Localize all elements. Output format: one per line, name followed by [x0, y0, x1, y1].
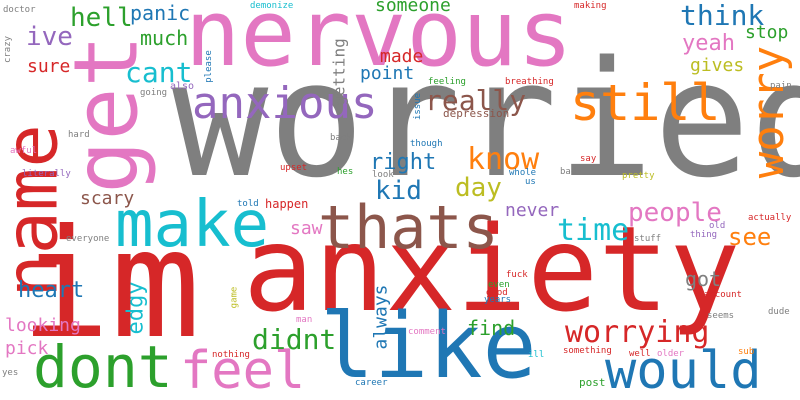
cloud-word: good	[486, 288, 508, 298]
cloud-word: making	[574, 1, 607, 11]
cloud-word: please	[203, 50, 214, 83]
cloud-word: hes	[337, 167, 354, 177]
cloud-word: im	[20, 198, 201, 372]
cloud-word: right	[370, 150, 437, 175]
cloud-word: time	[557, 213, 630, 248]
cloud-word: sub	[738, 347, 755, 357]
cloud-word: feel	[180, 341, 306, 400]
cloud-word: fuck	[506, 270, 528, 280]
cloud-word: hard	[68, 130, 90, 140]
cloud-word: literally	[22, 169, 71, 179]
cloud-word: told	[237, 199, 259, 209]
cloud-word: man	[296, 315, 313, 325]
cloud-word: career	[355, 378, 388, 388]
cloud-word: stuff	[634, 234, 662, 244]
cloud-word: account	[704, 290, 742, 300]
cloud-word: heart	[18, 278, 85, 303]
cloud-word: hell	[70, 3, 133, 33]
cloud-word: people	[628, 198, 722, 228]
cloud-word: post	[579, 376, 606, 389]
cloud-word: though	[410, 139, 443, 149]
cloud-word: older	[657, 349, 685, 359]
cloud-word: also	[170, 81, 195, 92]
cloud-word: point	[360, 63, 415, 84]
cloud-word: still	[570, 74, 721, 132]
cloud-word: awful	[10, 146, 38, 156]
cloud-word: like	[320, 294, 537, 399]
cloud-word: bad	[560, 167, 577, 177]
cloud-word: pick	[5, 338, 49, 359]
cloud-word: getting	[329, 38, 349, 106]
cloud-word: edgy	[123, 281, 149, 335]
cloud-word: whole	[509, 168, 537, 178]
cloud-word: look	[372, 170, 394, 180]
cloud-word: always	[370, 284, 392, 350]
cloud-word: actually	[748, 213, 792, 223]
cloud-word: issue	[413, 92, 424, 121]
cloud-word: upset	[280, 163, 308, 173]
cloud-word: crazy	[3, 35, 14, 64]
cloud-word: thing	[690, 230, 718, 240]
cloud-word: looking	[5, 315, 81, 336]
cloud-word: happen	[265, 197, 309, 211]
cloud-word: ill	[528, 350, 545, 360]
cloud-word: yeah	[682, 31, 735, 56]
cloud-word: game	[229, 286, 240, 309]
cloud-word: someone	[375, 0, 451, 16]
cloud-word: worrying	[565, 315, 710, 350]
cloud-word: scary	[80, 188, 135, 209]
cloud-word: day	[455, 173, 502, 203]
cloud-word: old	[709, 221, 726, 231]
cloud-word: cant	[125, 56, 193, 89]
cloud-word: something	[563, 346, 612, 356]
cloud-word: feeling	[428, 77, 466, 87]
cloud-word: saw	[290, 218, 323, 239]
cloud-word: never	[505, 200, 560, 221]
cloud-word: really	[425, 84, 527, 117]
cloud-word: make	[115, 188, 270, 262]
cloud-word: yes	[2, 368, 19, 378]
cloud-word: nothing	[212, 350, 250, 360]
cloud-word: didnt	[252, 323, 337, 356]
cloud-word: dont	[33, 333, 173, 400]
cloud-word: depression	[443, 107, 510, 120]
cloud-word: made	[380, 46, 424, 67]
cloud-word: anxious	[192, 78, 378, 129]
cloud-word: worry	[743, 45, 795, 179]
cloud-word: gives	[690, 55, 745, 76]
cloud-word: years	[484, 295, 512, 305]
cloud-word: demonize	[250, 1, 294, 11]
cloud-word: find	[467, 316, 516, 340]
cloud-word: nervous	[185, 0, 573, 87]
cloud-word: seems	[707, 311, 735, 321]
cloud-word: sure	[27, 56, 71, 77]
cloud-word: comment	[408, 327, 446, 337]
cloud-word: anxiety	[243, 200, 741, 338]
cloud-word: see	[728, 223, 772, 251]
cloud-word: think	[680, 0, 765, 32]
cloud-word: us	[525, 177, 536, 187]
cloud-word: would	[605, 341, 762, 400]
cloud-word: much	[140, 26, 189, 50]
cloud-word: panic	[130, 1, 191, 25]
cloud-word: pretty	[622, 171, 655, 181]
cloud-word: worried	[172, 26, 800, 213]
cloud-word: got	[685, 267, 722, 291]
cloud-word: kid	[375, 176, 422, 206]
cloud-word: breathing	[505, 77, 554, 87]
cloud-word: know	[467, 142, 540, 177]
cloud-word: ive	[26, 22, 73, 52]
cloud-word: back	[330, 133, 352, 143]
cloud-word: stop	[745, 22, 789, 43]
cloud-word: going	[140, 88, 168, 98]
cloud-word: pain	[770, 81, 792, 91]
cloud-word: thats	[318, 193, 499, 263]
cloud-word: doctor	[3, 5, 36, 15]
cloud-word: say	[580, 154, 597, 164]
cloud-word: even	[488, 280, 510, 290]
cloud-word: everyone	[66, 234, 110, 244]
cloud-word: dude	[768, 307, 790, 317]
cloud-word: well	[629, 349, 651, 359]
